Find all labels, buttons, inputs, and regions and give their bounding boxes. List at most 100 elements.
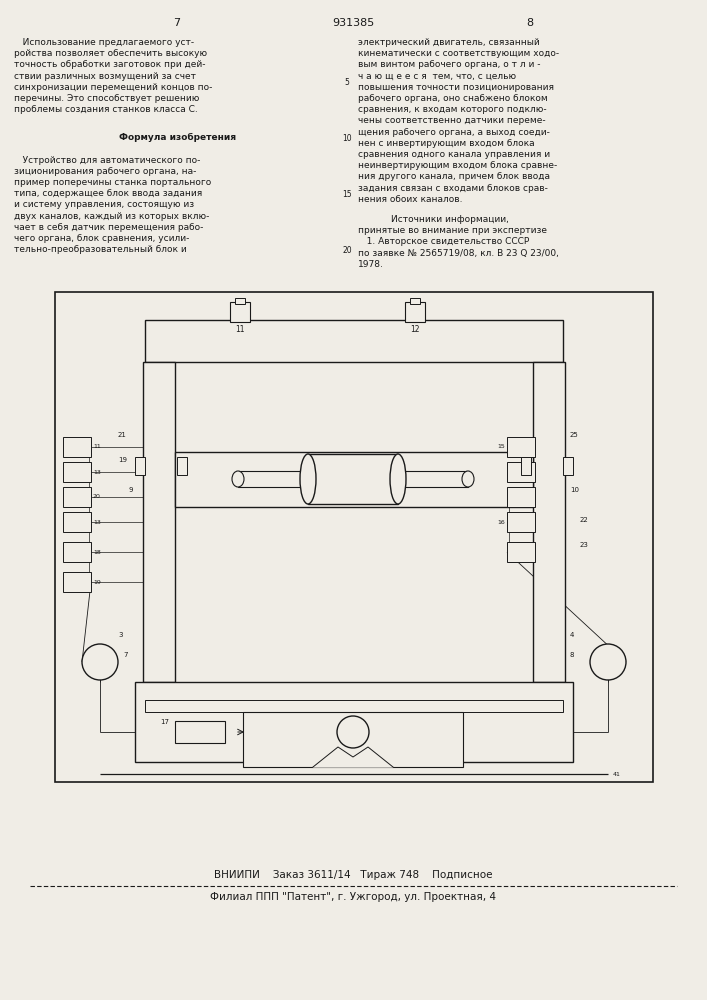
Bar <box>238 471 308 487</box>
Text: ствии различных возмущений за счет: ствии различных возмущений за счет <box>14 72 196 81</box>
Bar <box>507 487 535 507</box>
Bar <box>63 437 91 457</box>
Bar <box>175 721 225 743</box>
Text: 8: 8 <box>570 652 575 658</box>
Text: электрический двигатель, связанный: электрический двигатель, связанный <box>358 38 539 47</box>
Text: 19: 19 <box>118 457 127 463</box>
Text: 2: 2 <box>318 714 322 720</box>
Text: 17: 17 <box>160 719 169 725</box>
Text: 11: 11 <box>235 325 245 334</box>
Bar <box>507 542 535 562</box>
Bar <box>405 302 425 322</box>
Polygon shape <box>313 747 393 767</box>
Text: двух каналов, каждый из которых вклю-: двух каналов, каждый из которых вклю- <box>14 212 209 221</box>
Bar <box>235 298 245 304</box>
Text: задания связан с входами блоков срав-: задания связан с входами блоков срав- <box>358 184 548 193</box>
Circle shape <box>590 644 626 680</box>
Circle shape <box>82 644 118 680</box>
Text: ния другого канала, причем блок ввода: ния другого канала, причем блок ввода <box>358 172 550 181</box>
Circle shape <box>337 716 369 748</box>
Text: чает в себя датчик перемещения рабо-: чает в себя датчик перемещения рабо- <box>14 223 204 232</box>
Text: 10: 10 <box>342 134 352 143</box>
Text: 26: 26 <box>346 750 354 756</box>
Text: щения рабочего органа, а выход соеди-: щения рабочего органа, а выход соеди- <box>358 128 550 137</box>
Bar <box>177 457 187 475</box>
Text: синхронизации перемещений концов по-: синхронизации перемещений концов по- <box>14 83 212 92</box>
Text: 9: 9 <box>129 487 134 493</box>
Text: кинематически с соответствующим ходо-: кинематически с соответствующим ходо- <box>358 49 559 58</box>
Bar <box>63 487 91 507</box>
Text: 3: 3 <box>118 632 122 638</box>
Text: по заявке № 2565719/08, кл. В 23 Q 23/00,: по заявке № 2565719/08, кл. В 23 Q 23/00… <box>358 249 559 258</box>
Text: 15: 15 <box>342 190 352 199</box>
Ellipse shape <box>300 454 316 504</box>
Text: 7: 7 <box>173 18 180 28</box>
Text: рабочего органа, оно снабжено блоком: рабочего органа, оно снабжено блоком <box>358 94 548 103</box>
Text: 13: 13 <box>93 520 101 524</box>
Text: повышения точности позиционирования: повышения точности позиционирования <box>358 83 554 92</box>
Text: 18: 18 <box>93 550 101 554</box>
Text: 41: 41 <box>613 772 621 777</box>
Text: 6: 6 <box>346 484 351 493</box>
Text: зиционирования рабочего органа, на-: зиционирования рабочего органа, на- <box>14 167 197 176</box>
Bar <box>63 542 91 562</box>
Text: 4: 4 <box>570 632 574 638</box>
Text: 22: 22 <box>580 517 589 523</box>
Text: 21: 21 <box>118 432 127 438</box>
Text: ройства позволяет обеспечить высокую: ройства позволяет обеспечить высокую <box>14 49 207 58</box>
Bar <box>175 452 533 507</box>
Text: проблемы создания станков класса С.: проблемы создания станков класса С. <box>14 105 198 114</box>
Bar <box>63 572 91 592</box>
Bar <box>410 298 420 304</box>
Text: Формула изобретения: Формула изобретения <box>119 133 237 142</box>
Text: неинвертирующим входом блока сравне-: неинвертирующим входом блока сравне- <box>358 161 557 170</box>
Text: точность обработки заготовок при дей-: точность обработки заготовок при дей- <box>14 60 206 69</box>
Text: 13: 13 <box>93 470 101 475</box>
Text: сравнения одного канала управления и: сравнения одного канала управления и <box>358 150 550 159</box>
Text: Устройство для автоматического по-: Устройство для автоматического по- <box>14 156 200 165</box>
Text: 16: 16 <box>497 520 505 524</box>
Bar <box>143 362 175 682</box>
Text: 25: 25 <box>570 432 579 438</box>
Text: 20: 20 <box>342 246 352 255</box>
Bar <box>243 712 463 767</box>
Bar <box>507 437 535 457</box>
Text: 931385: 931385 <box>332 18 374 28</box>
Text: чены соответственно датчики переме-: чены соответственно датчики переме- <box>358 116 546 125</box>
Text: перечины. Это способствует решению: перечины. Это способствует решению <box>14 94 199 103</box>
Text: Филиал ППП "Патент", г. Ужгород, ул. Проектная, 4: Филиал ППП "Патент", г. Ужгород, ул. Про… <box>210 892 496 902</box>
Text: чего органа, блок сравнения, усили-: чего органа, блок сравнения, усили- <box>14 234 189 243</box>
Text: Использование предлагаемого уст-: Использование предлагаемого уст- <box>14 38 194 47</box>
Bar <box>230 302 250 322</box>
Text: 9: 9 <box>501 470 505 475</box>
Bar <box>63 462 91 482</box>
Text: 14: 14 <box>497 494 505 499</box>
Text: 1: 1 <box>351 732 355 738</box>
Text: 11: 11 <box>93 444 101 450</box>
Bar <box>145 320 563 362</box>
Text: нен с инвертирующим входом блока: нен с инвертирующим входом блока <box>358 139 534 148</box>
Bar <box>521 457 531 475</box>
Bar <box>63 512 91 532</box>
Ellipse shape <box>462 471 474 487</box>
Text: 5: 5 <box>344 78 349 87</box>
Text: и систему управления, состоящую из: и систему управления, состоящую из <box>14 200 194 209</box>
Text: 19: 19 <box>93 580 101 584</box>
Text: 1978.: 1978. <box>358 260 384 269</box>
Bar <box>507 512 535 532</box>
Text: типа, содержащее блок ввода задания: типа, содержащее блок ввода задания <box>14 189 202 198</box>
Text: принятые во внимание при экспертизе: принятые во внимание при экспертизе <box>358 226 547 235</box>
Text: 20: 20 <box>93 494 101 499</box>
Text: сравнения, к входам которого подклю-: сравнения, к входам которого подклю- <box>358 105 547 114</box>
Bar <box>55 292 653 782</box>
Bar <box>398 471 468 487</box>
Bar <box>563 457 573 475</box>
Text: 7: 7 <box>123 652 127 658</box>
Text: 10: 10 <box>570 487 579 493</box>
Bar <box>533 362 565 682</box>
Text: нения обоих каналов.: нения обоих каналов. <box>358 195 462 204</box>
Text: тельно-преобразовательный блок и: тельно-преобразовательный блок и <box>14 245 187 254</box>
Bar <box>135 457 145 475</box>
Ellipse shape <box>390 454 406 504</box>
Text: 12: 12 <box>410 325 419 334</box>
